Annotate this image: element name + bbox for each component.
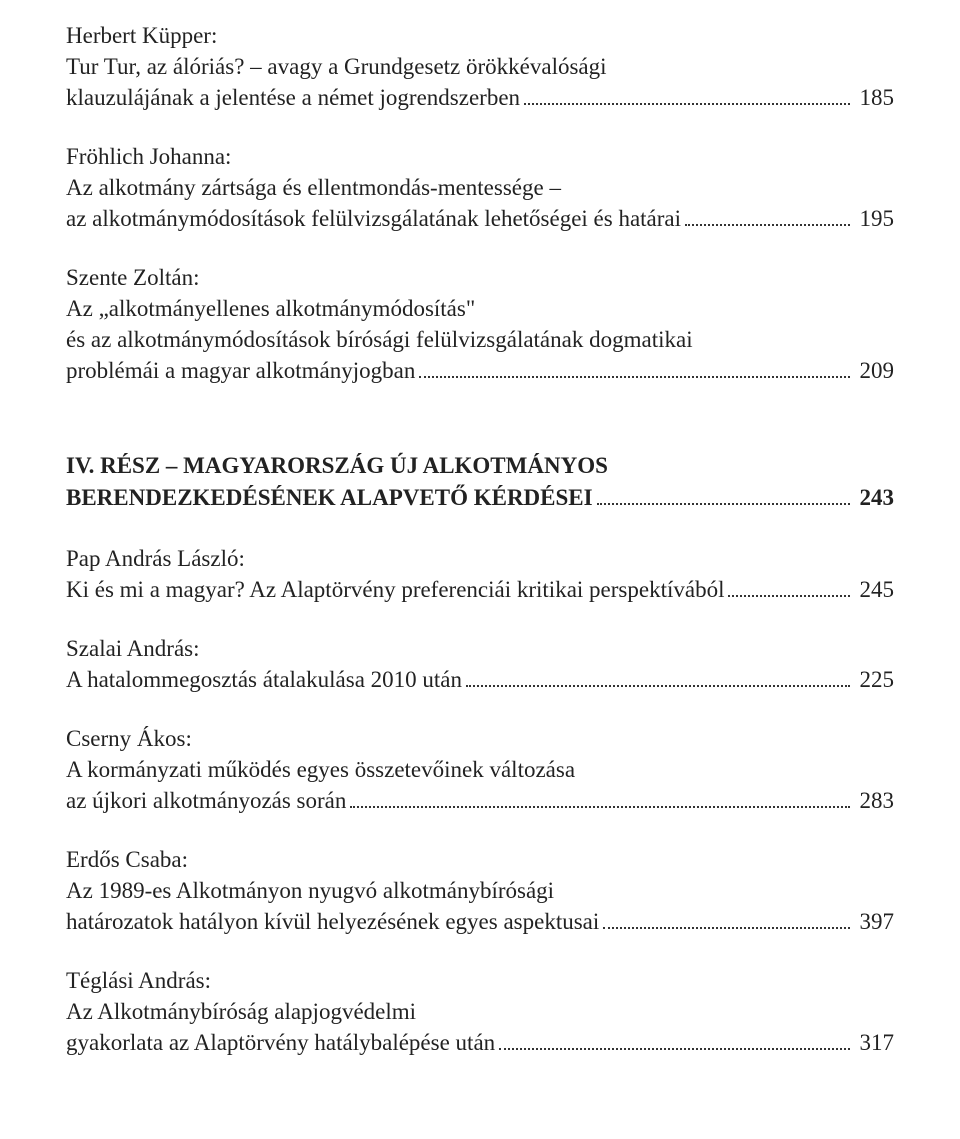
toc-entry: Erdős Csaba: Az 1989-es Alkotmányon nyug… [66,844,894,937]
entry-author: Erdős Csaba: [66,844,894,875]
entry-last-text: A hatalommegosztás átalakulása 2010 után [66,664,462,695]
entry-last-line: határozatok hatályon kívül helyezésének … [66,906,894,937]
entry-last-line: A hatalommegosztás átalakulása 2010 után… [66,664,894,695]
entry-page-number: 245 [854,574,895,605]
leader-dots [350,785,849,808]
entry-title-line: Az Alkotmánybíróság alapjogvédelmi [66,996,894,1027]
entry-last-text: problémái a magyar alkotmányjogban [66,355,415,386]
entry-title-line: és az alkotmánymódosítások bírósági felü… [66,324,894,355]
leader-dots [466,664,850,687]
entry-last-text: Ki és mi a magyar? Az Alaptörvény prefer… [66,574,724,605]
entry-title-line: Az alkotmány zártsága és ellentmondás-me… [66,172,894,203]
entry-page-number: 195 [854,203,895,234]
entry-author: Szente Zoltán: [66,262,894,293]
entry-author: Pap András László: [66,543,894,574]
entry-author: Téglási András: [66,965,894,996]
entry-last-line: az alkotmánymódosítások felülvizsgálatán… [66,203,894,234]
leader-dots [524,82,849,105]
entry-title-line: Az „alkotmányellenes alkotmánymódosítás" [66,293,894,324]
entry-author: Fröhlich Johanna: [66,141,894,172]
section-last-text: BERENDEZKEDÉSÉNEK ALAPVETŐ KÉRDÉSEI [66,482,593,513]
entry-last-text: gyakorlata az Alaptörvény hatálybalépése… [66,1027,495,1058]
entry-last-line: problémái a magyar alkotmányjogban 209 [66,355,894,386]
entry-last-line: gyakorlata az Alaptörvény hatálybalépése… [66,1027,894,1058]
toc-entry: Herbert Küpper: Tur Tur, az álóriás? – a… [66,20,894,113]
toc-entry: Pap András László: Ki és mi a magyar? Az… [66,543,894,605]
toc-entry: Szalai András: A hatalommegosztás átalak… [66,633,894,695]
entry-last-line: Ki és mi a magyar? Az Alaptörvény prefer… [66,574,894,605]
entry-last-text: az alkotmánymódosítások felülvizsgálatán… [66,203,681,234]
toc-entry: Cserny Ákos: A kormányzati működés egyes… [66,723,894,816]
toc-entry: Szente Zoltán: Az „alkotmányellenes alko… [66,262,894,386]
toc-entry: Téglási András: Az Alkotmánybíróság alap… [66,965,894,1058]
entry-author: Herbert Küpper: [66,20,894,51]
toc-section-heading: IV. RÉSZ – MAGYARORSZÁG ÚJ ALKOTMÁNYOS B… [66,450,894,512]
section-last-line: BERENDEZKEDÉSÉNEK ALAPVETŐ KÉRDÉSEI 243 [66,482,894,513]
section-title-line: IV. RÉSZ – MAGYARORSZÁG ÚJ ALKOTMÁNYOS [66,450,894,481]
section-page-number: 243 [854,482,895,513]
entry-page-number: 317 [854,1027,895,1058]
entry-last-text: az újkori alkotmányozás során [66,785,346,816]
entry-page-number: 209 [854,355,895,386]
entry-last-text: klauzulájának a jelentése a német jogren… [66,82,520,113]
leader-dots [597,482,850,505]
toc-page: Herbert Küpper: Tur Tur, az álóriás? – a… [0,0,960,1126]
entry-last-text: határozatok hatályon kívül helyezésének … [66,906,599,937]
entry-page-number: 283 [854,785,895,816]
entry-page-number: 225 [854,664,895,695]
entry-title-line: Az 1989-es Alkotmányon nyugvó alkotmányb… [66,875,894,906]
leader-dots [685,204,849,227]
entry-page-number: 185 [854,82,895,113]
entry-author: Szalai András: [66,633,894,664]
entry-title-line: A kormányzati működés egyes összetevőine… [66,754,894,785]
entry-title-line: Tur Tur, az álóriás? – avagy a Grundgese… [66,51,894,82]
leader-dots [499,1027,849,1050]
entry-last-line: klauzulájának a jelentése a német jogren… [66,82,894,113]
leader-dots [728,574,849,597]
leader-dots [419,356,849,379]
entry-page-number: 397 [854,906,895,937]
leader-dots [603,906,849,929]
entry-author: Cserny Ákos: [66,723,894,754]
entry-last-line: az újkori alkotmányozás során 283 [66,785,894,816]
toc-entry: Fröhlich Johanna: Az alkotmány zártsága … [66,141,894,234]
